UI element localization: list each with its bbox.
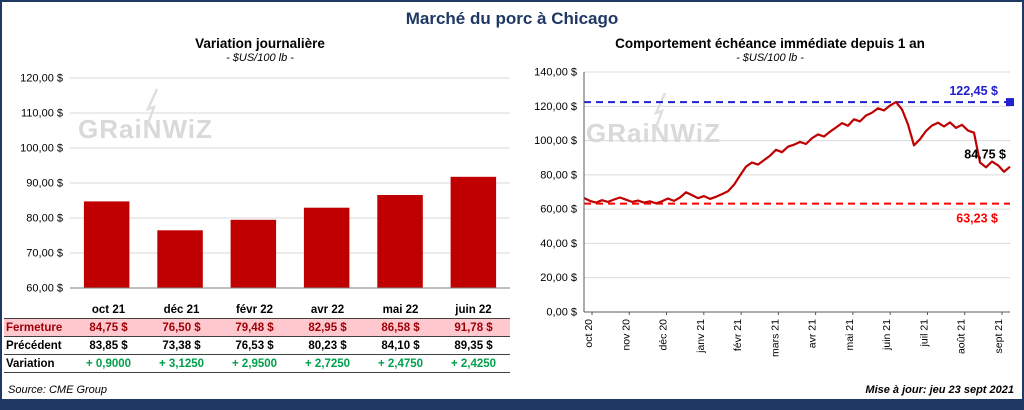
price-table: oct 21 déc 21 févr 22 avr 22 mai 22 juin 22 Fe… bbox=[4, 301, 510, 373]
one-year-line-chart: 0,00 $ 20,00 $ 40,00 $ 60,00 $ 80,00 $ 100,00… bbox=[534, 67, 1014, 357]
y-tick-label: 60,00 $ bbox=[540, 204, 577, 216]
high-reference-label: 122,45 $ bbox=[949, 84, 998, 98]
left-chart-title: Variation journalière bbox=[195, 36, 325, 51]
table-cell: 91,78 $ bbox=[454, 322, 493, 334]
table-cell: 86,58 $ bbox=[381, 322, 420, 334]
x-tick-label: nov 20 bbox=[620, 319, 632, 351]
table-cell: + 2,9500 bbox=[231, 358, 278, 370]
source-note: Source: CME Group bbox=[8, 384, 108, 396]
table-cell: 84,10 $ bbox=[381, 340, 420, 352]
month-label: févr 22 bbox=[235, 304, 274, 316]
x-tick-label: mai 21 bbox=[844, 319, 856, 351]
table-cell: 83,85 $ bbox=[89, 340, 128, 352]
watermark-lightning-icon bbox=[143, 88, 159, 133]
x-tick-label: sept 21 bbox=[993, 319, 1005, 354]
x-tick-label: oct 20 bbox=[583, 319, 595, 348]
price-line bbox=[583, 100, 1011, 205]
reference-marker bbox=[1006, 98, 1014, 107]
y-tick-label: 90,00 $ bbox=[26, 178, 63, 190]
y-tick-label: 80,00 $ bbox=[540, 169, 577, 181]
y-tick-label: 120,00 $ bbox=[20, 73, 63, 85]
bar bbox=[157, 230, 203, 289]
last-price-label: 84,75 $ bbox=[964, 148, 1006, 162]
y-tick-label: 100,00 $ bbox=[20, 143, 63, 155]
y-tick-label: 60,00 $ bbox=[26, 283, 63, 295]
y-tick-label: 100,00 $ bbox=[534, 135, 577, 147]
table-cell: + 2,7250 bbox=[304, 358, 351, 370]
daily-variation-panel: Variation journalière - $US/100 lb - GRa… bbox=[4, 36, 516, 373]
month-label: oct 21 bbox=[91, 304, 126, 316]
table-cell: 73,38 $ bbox=[162, 340, 201, 352]
table-cell: 82,95 $ bbox=[308, 322, 347, 334]
row-label: Fermeture bbox=[6, 322, 63, 334]
table-cell: 89,35 $ bbox=[454, 340, 493, 352]
x-tick-label: août 21 bbox=[956, 319, 968, 354]
x-tick-label: févr 21 bbox=[732, 319, 744, 351]
row-label: Variation bbox=[6, 358, 55, 370]
bar bbox=[377, 195, 423, 288]
right-chart-subtitle: - $US/100 lb - bbox=[736, 52, 804, 64]
bar bbox=[83, 201, 130, 288]
left-chart-subtitle: - $US/100 lb - bbox=[226, 52, 294, 64]
month-label: avr 22 bbox=[310, 304, 345, 316]
table-cell: + 2,4250 bbox=[450, 358, 497, 370]
page-title: Marché du porc à Chicago bbox=[405, 9, 619, 28]
month-header-row: oct 21 déc 21 févr 22 avr 22 mai 22 juin 22 bbox=[4, 301, 510, 319]
bottom-strip bbox=[2, 399, 1022, 408]
table-row: Variation + 0,9000 + 3,1250 + 2,9500 + 2,725… bbox=[4, 354, 510, 373]
table-cell: 84,75 $ bbox=[89, 322, 128, 334]
y-tick-label: 80,00 $ bbox=[26, 213, 63, 225]
daily-variation-bar-chart: 60,00 $ 70,00 $ 80,00 $ 90,00 $ 100,00 $ 110,… bbox=[20, 73, 510, 295]
month-label: déc 21 bbox=[163, 304, 200, 316]
table-cell: 76,53 $ bbox=[235, 340, 274, 352]
y-tick-label: 120,00 $ bbox=[534, 101, 577, 113]
table-cell: 76,50 $ bbox=[162, 322, 201, 334]
y-tick-label: 70,00 $ bbox=[26, 248, 63, 260]
y-tick-label: 40,00 $ bbox=[540, 238, 577, 250]
table-cell: 80,23 $ bbox=[308, 340, 347, 352]
y-tick-label: 0,00 $ bbox=[546, 307, 577, 319]
corner-cell bbox=[4, 301, 72, 319]
table-cell: + 2,4750 bbox=[377, 358, 424, 370]
x-tick-label: mars 21 bbox=[769, 319, 781, 357]
table-cell: 79,48 $ bbox=[235, 322, 274, 334]
bar bbox=[450, 176, 497, 288]
x-tick-label: juin 21 bbox=[881, 319, 893, 351]
x-tick-label: avr 21 bbox=[807, 319, 819, 348]
y-tick-label: 110,00 $ bbox=[21, 108, 63, 120]
x-tick-label: janv 21 bbox=[695, 319, 707, 354]
x-tick-label: juil 21 bbox=[919, 319, 931, 348]
x-tick-label: déc 20 bbox=[658, 319, 670, 351]
updated-note: Mise à jour: jeu 23 sept 2021 bbox=[865, 384, 1014, 396]
month-label: juin 22 bbox=[455, 304, 492, 316]
table-row: Fermeture 84,75 $ 76,50 $ 79,48 $ 82,95 $ 86,… bbox=[4, 318, 510, 337]
one-year-panel: Comportement échéance immédiate depuis 1… bbox=[520, 36, 1020, 382]
bar bbox=[303, 207, 350, 288]
y-tick-label: 20,00 $ bbox=[540, 272, 577, 284]
bar bbox=[230, 219, 277, 288]
right-chart-title: Comportement échéance immédiate depuis 1… bbox=[615, 36, 925, 51]
y-tick-label: 140,00 $ bbox=[534, 67, 577, 79]
row-label: Précédent bbox=[6, 340, 62, 352]
table-cell: + 0,9000 bbox=[85, 358, 132, 370]
table-row: Précédent 83,85 $ 73,38 $ 76,53 $ 80,23 $ 84,… bbox=[4, 336, 510, 355]
low-reference-label: 63,23 $ bbox=[956, 212, 998, 226]
table-cell: + 3,1250 bbox=[158, 358, 205, 370]
month-label: mai 22 bbox=[382, 304, 419, 316]
